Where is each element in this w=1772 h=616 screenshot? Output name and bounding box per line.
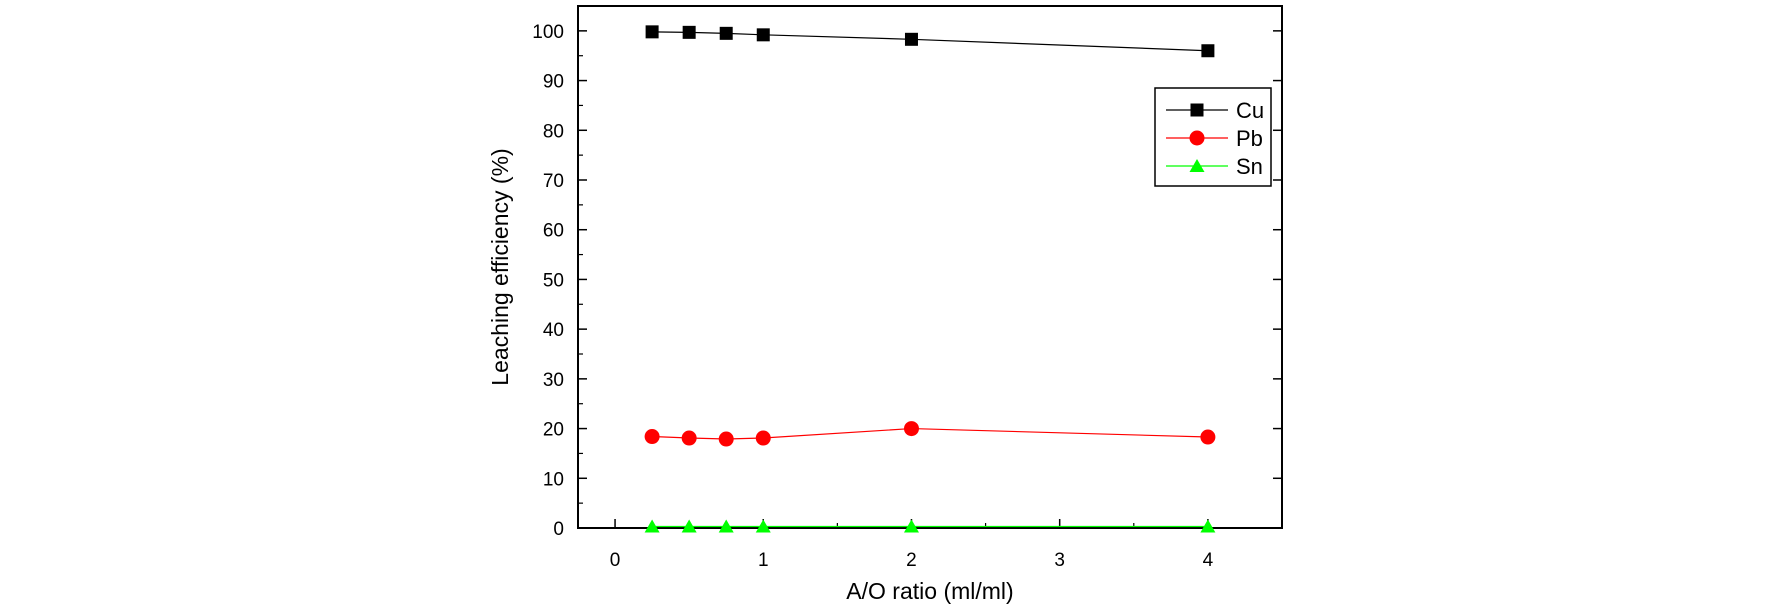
x-axis-title: A/O ratio (ml/ml): [846, 578, 1013, 604]
y-tick-label: 40: [543, 320, 564, 341]
y-axis-title: Leaching efficiency (%): [487, 148, 513, 385]
data-point-cu: [1201, 44, 1215, 58]
plot-frame: [577, 5, 1283, 529]
legend-marker-sn: [1189, 159, 1205, 172]
series-cu: [645, 25, 1215, 58]
data-point-sn: [644, 519, 660, 533]
data-point-pb: [1200, 429, 1216, 445]
y-tick-label: 50: [543, 270, 564, 291]
y-tick-label: 90: [543, 72, 564, 93]
y-tick-label: 80: [543, 121, 564, 142]
series-line-cu: [652, 31, 1208, 52]
x-tick-label: 1: [758, 550, 769, 571]
data-point-pb: [644, 429, 660, 445]
series-line-pb: [652, 427, 1208, 440]
y-tick-label: 10: [543, 469, 564, 490]
data-point-cu: [904, 32, 918, 46]
legend: Cu Pb Sn: [1154, 87, 1272, 187]
y-tick-label: 30: [543, 370, 564, 391]
data-point-cu: [682, 25, 696, 39]
data-point-pb: [903, 421, 919, 437]
series-pb: [644, 421, 1216, 447]
data-point-sn: [755, 519, 771, 533]
legend-box: [1154, 87, 1272, 187]
data-point-cu: [645, 25, 659, 39]
legend-label-sn: Sn: [1236, 154, 1263, 179]
legend-marker-pb: [1189, 130, 1205, 146]
x-tick-label: 0: [610, 550, 621, 571]
y-tick-label: 70: [543, 171, 564, 192]
x-tick-label: 4: [1203, 550, 1214, 571]
data-point-pb: [681, 430, 697, 446]
data-point-cu: [719, 26, 733, 40]
y-tick-label: 20: [543, 420, 564, 441]
y-axis: 0 10 20 30 40 50 60 70 80 90 100: [532, 22, 1282, 540]
legend-label-pb: Pb: [1236, 126, 1263, 151]
legend-marker-cu: [1190, 103, 1204, 117]
data-point-sn: [903, 519, 919, 533]
legend-label-cu: Cu: [1236, 98, 1264, 123]
data-point-cu: [756, 28, 770, 42]
y-tick-label: 100: [532, 22, 564, 43]
data-point-sn: [718, 519, 734, 533]
x-tick-label: 3: [1054, 550, 1065, 571]
series-layer: [644, 25, 1216, 533]
data-point-sn: [681, 519, 697, 533]
x-tick-label: 2: [906, 550, 917, 571]
y-tick-label: 0: [553, 519, 564, 540]
data-point-pb: [718, 431, 734, 447]
data-point-pb: [755, 430, 771, 446]
data-point-sn: [1200, 519, 1216, 533]
series-sn: [644, 519, 1216, 533]
y-tick-label: 60: [543, 221, 564, 242]
